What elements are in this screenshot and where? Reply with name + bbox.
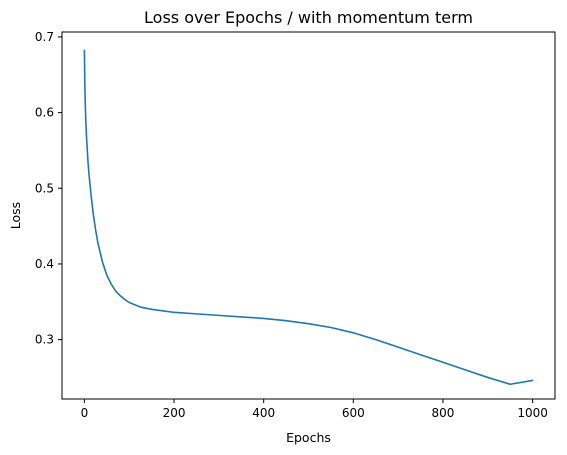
loss-series-line — [83, 49, 534, 386]
series-layer — [83, 49, 534, 386]
x-tick-label: 800 — [432, 406, 455, 420]
y-tick-label: 0.6 — [35, 106, 54, 120]
y-axis: 0.3 0.4 0.5 0.6 0.7 — [35, 30, 62, 347]
axes-frame — [61, 31, 556, 400]
y-tick-label: 0.4 — [35, 257, 54, 271]
plot-area — [61, 31, 556, 400]
x-tick-label: 0 — [81, 406, 89, 420]
y-tick-label: 0.5 — [35, 181, 54, 195]
y-tick-label: 0.7 — [35, 30, 54, 44]
x-tick-label: 200 — [163, 406, 186, 420]
x-axis: 0 200 400 600 800 1000 — [81, 399, 548, 420]
x-tick-label: 400 — [252, 406, 275, 420]
y-tick-label: 0.3 — [35, 333, 54, 347]
x-tick-label: 600 — [342, 406, 365, 420]
x-axis-label: Epochs — [286, 430, 331, 445]
chart-title: Loss over Epochs / with momentum term — [144, 8, 473, 27]
y-axis-label: Loss — [8, 202, 23, 229]
x-tick-label: 1000 — [517, 406, 548, 420]
